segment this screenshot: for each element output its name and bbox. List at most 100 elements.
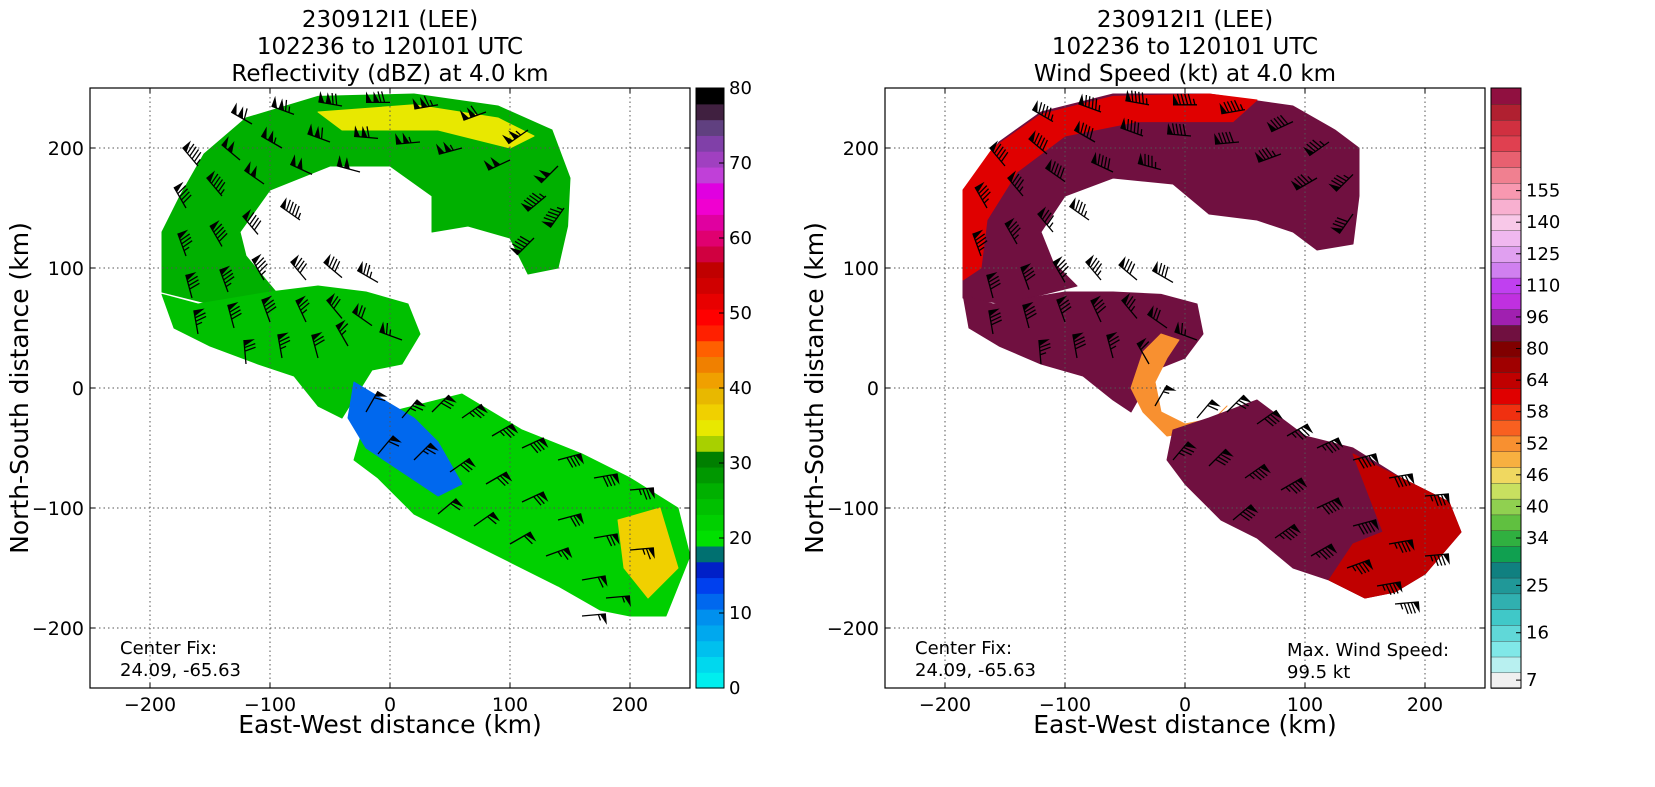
wind-barb (185, 271, 200, 299)
wind-barb (1232, 504, 1259, 522)
wind-barb (1078, 93, 1102, 113)
colorbar-segment (1490, 419, 1522, 437)
colorbar-segment (696, 245, 724, 263)
colorbar-tick-label: 16 (1526, 623, 1549, 644)
wind-barb (1022, 301, 1037, 329)
colorbar-segment (696, 640, 724, 658)
wind-barb (356, 260, 379, 283)
x-axis-label: East-West distance (km) (1033, 710, 1337, 739)
wind-barb (277, 332, 291, 359)
wind-barb (581, 575, 608, 588)
wind-barb (413, 442, 439, 461)
wind-barb (1352, 453, 1380, 469)
wind-barb (1173, 93, 1197, 106)
x-tick-label: 100 (492, 694, 528, 716)
wind-barb (1303, 139, 1330, 157)
wind-barb (502, 129, 529, 145)
wind-barb (323, 253, 343, 279)
wind-barb (1208, 448, 1234, 467)
wind-barb (307, 123, 331, 143)
colorbar-segment (1490, 656, 1522, 674)
wind-barb (1244, 463, 1271, 481)
wind-barb (605, 595, 631, 607)
wind-barb (1174, 321, 1198, 341)
wind-barb (1136, 337, 1150, 365)
wind-barb (1151, 260, 1174, 283)
y-tick-label: 0 (72, 378, 84, 400)
wind-barb (401, 399, 426, 419)
colorbar-segment (696, 88, 724, 105)
x-tick-label: 0 (1179, 694, 1191, 716)
wind-barb (989, 140, 1009, 167)
panel-reflectivity: 230912I1 (LEE)102236 to 120101 UTCReflec… (5, 7, 752, 739)
wind-barb (1137, 152, 1162, 171)
colorbar-segment (1490, 150, 1522, 168)
wind-barb (335, 319, 349, 347)
chart-title-line-1: 230912I1 (LEE) (1097, 7, 1273, 33)
colorbar-segment (1490, 324, 1522, 342)
colorbar-segment (1490, 450, 1522, 468)
colorbar-segment (696, 230, 724, 247)
colorbar-segment (696, 530, 724, 547)
wind-barb (473, 511, 500, 527)
x-tick-label: 200 (1407, 694, 1443, 716)
wind-barb (366, 91, 390, 104)
y-tick-label: −100 (32, 498, 84, 520)
wind-barb (629, 547, 655, 560)
wind-barb (1352, 519, 1380, 535)
colorbar-segment (1490, 356, 1522, 374)
wind-barb (1031, 100, 1054, 123)
colorbar-segment (696, 593, 724, 610)
wind-barb (449, 457, 476, 473)
colorbar-tick-label: 58 (1526, 402, 1549, 423)
wind-barb (311, 331, 325, 359)
chart-title-line-3: Reflectivity (dBZ) at 4.0 km (231, 61, 548, 87)
wind-barb (1274, 523, 1301, 541)
wind-barb (1146, 305, 1168, 329)
wind-barb (593, 533, 620, 547)
colorbar-segment (696, 324, 724, 342)
colorbar-tick-label: 80 (729, 78, 752, 99)
colorbar-segment (696, 577, 724, 594)
y-tick-label: 100 (843, 258, 879, 280)
wind-barb (395, 132, 421, 145)
colorbar: 7 16 25 34 40 46 52 58 64 80 96 110 125 140 155 (1490, 87, 1560, 691)
colorbar: 0 10 20 30 40 50 60 70 80 (695, 78, 752, 699)
wind-barb (1038, 339, 1051, 365)
wind-barb (509, 531, 537, 545)
wind-barb (437, 498, 464, 515)
wind-barb (377, 435, 402, 455)
wind-barb (271, 95, 295, 116)
wind-barb (1328, 173, 1354, 192)
wind-barb (1056, 295, 1072, 323)
wind-barb (289, 154, 313, 175)
wind-barb (261, 295, 277, 323)
wind-barb (243, 161, 265, 185)
center-fix-value: 24.09, -65.63 (915, 660, 1036, 681)
wind-barb (177, 229, 193, 257)
wind-barb (1118, 256, 1138, 281)
wind-barb (290, 254, 308, 281)
y-tick-label: 0 (867, 378, 879, 400)
colorbar-segment (696, 419, 724, 436)
wind-barb (1388, 473, 1415, 488)
wind-barb (545, 547, 573, 561)
colorbar-segment (696, 372, 724, 389)
colorbar-tick-label: 140 (1526, 212, 1560, 233)
wind-barbs (173, 90, 655, 625)
y-tick-label: 200 (48, 138, 84, 160)
colorbar-tick-label: 64 (1526, 370, 1549, 391)
colorbar-segment (1490, 593, 1522, 610)
wind-barb (593, 473, 620, 487)
colorbar-segment (1490, 545, 1522, 563)
wind-barb (1052, 256, 1069, 283)
y-tick-label: −100 (827, 498, 879, 520)
colorbar-tick-label: 50 (729, 303, 752, 324)
center-fix-label: Center Fix: (120, 638, 217, 659)
colorbar-segment (696, 277, 724, 294)
colorbar-segment (696, 214, 724, 231)
wind-barb (279, 197, 302, 221)
wind-barb (1346, 559, 1374, 575)
colorbar-segment (696, 293, 724, 310)
colorbar-segment (696, 403, 724, 421)
